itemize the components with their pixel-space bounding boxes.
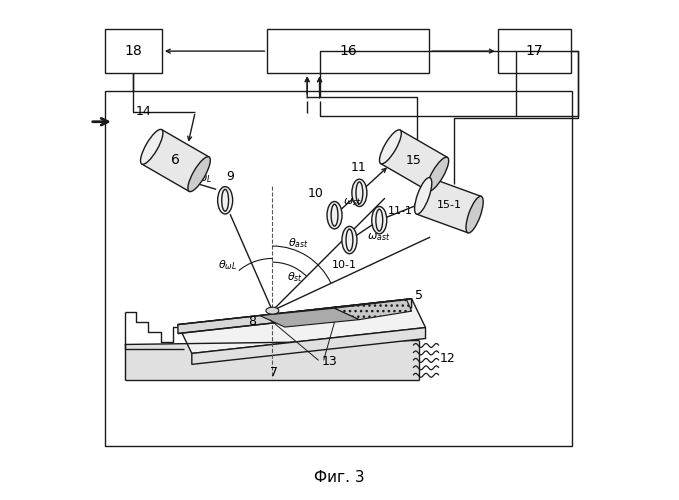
Text: 9: 9 <box>226 170 234 183</box>
Text: $\theta_{\omega L}$: $\theta_{\omega L}$ <box>218 258 237 272</box>
Text: 10: 10 <box>308 188 324 200</box>
Text: 13: 13 <box>322 356 337 368</box>
Ellipse shape <box>266 307 279 314</box>
Ellipse shape <box>327 202 342 229</box>
Text: 18: 18 <box>124 44 143 58</box>
Text: 15-1: 15-1 <box>437 200 462 210</box>
Ellipse shape <box>415 178 432 214</box>
Text: 11: 11 <box>350 162 366 174</box>
Polygon shape <box>142 130 209 192</box>
Ellipse shape <box>188 156 210 192</box>
Ellipse shape <box>352 179 367 206</box>
Ellipse shape <box>427 157 449 191</box>
Text: 6: 6 <box>171 154 180 168</box>
Ellipse shape <box>342 226 357 254</box>
Ellipse shape <box>466 196 483 233</box>
Text: 8: 8 <box>249 315 257 328</box>
Text: Фиг. 3: Фиг. 3 <box>314 470 365 485</box>
Text: $\omega_L$: $\omega_L$ <box>197 173 212 185</box>
Ellipse shape <box>380 130 401 164</box>
Bar <box>105 28 162 74</box>
Ellipse shape <box>372 206 387 234</box>
Bar <box>498 28 571 74</box>
Polygon shape <box>260 308 359 327</box>
Polygon shape <box>125 340 419 380</box>
Text: 11-1: 11-1 <box>388 206 413 216</box>
Text: 14: 14 <box>135 106 151 118</box>
Polygon shape <box>178 298 411 334</box>
Bar <box>105 91 572 447</box>
Text: 5: 5 <box>415 289 423 302</box>
Text: 12: 12 <box>440 352 456 365</box>
Text: $\theta_{st}$: $\theta_{st}$ <box>287 270 303 283</box>
Text: 17: 17 <box>526 44 543 58</box>
Polygon shape <box>416 178 481 233</box>
Polygon shape <box>192 328 426 364</box>
Text: 7: 7 <box>270 366 278 380</box>
Text: 10-1: 10-1 <box>332 260 357 270</box>
Text: $\omega_{ast}$: $\omega_{ast}$ <box>367 231 390 243</box>
Text: $\omega_{st}$: $\omega_{st}$ <box>343 196 361 207</box>
Polygon shape <box>381 130 447 191</box>
Text: 16: 16 <box>340 44 357 58</box>
Bar <box>268 28 429 74</box>
Text: $\theta_{ast}$: $\theta_{ast}$ <box>288 236 309 250</box>
Ellipse shape <box>217 186 233 214</box>
Text: 15: 15 <box>406 154 422 167</box>
Ellipse shape <box>141 130 163 164</box>
Polygon shape <box>178 298 426 354</box>
Polygon shape <box>335 300 411 320</box>
